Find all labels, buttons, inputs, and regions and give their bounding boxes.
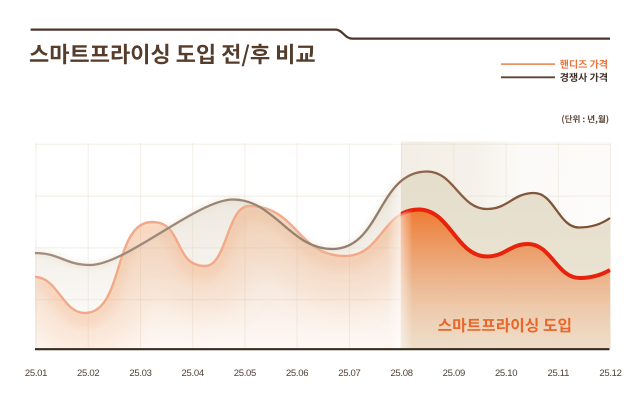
svg-text:25.05: 25.05: [234, 368, 256, 379]
svg-text:25.11: 25.11: [548, 368, 570, 379]
svg-text:25.01: 25.01: [25, 368, 47, 379]
svg-text:25.06: 25.06: [286, 368, 308, 379]
svg-text:25.02: 25.02: [77, 368, 99, 379]
svg-text:25.12: 25.12: [599, 368, 621, 379]
svg-text:25.10: 25.10: [495, 368, 517, 379]
svg-text:25.08: 25.08: [390, 368, 412, 379]
svg-text:25.09: 25.09: [443, 368, 465, 379]
svg-text:25.04: 25.04: [182, 368, 204, 379]
svg-text:25.03: 25.03: [129, 368, 151, 379]
svg-text:25.07: 25.07: [338, 368, 360, 379]
